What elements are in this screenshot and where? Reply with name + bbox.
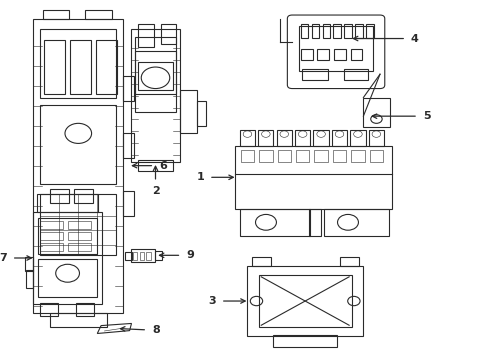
Bar bbox=[369, 130, 384, 146]
Bar bbox=[155, 251, 162, 260]
Bar bbox=[334, 24, 341, 39]
Bar bbox=[241, 149, 254, 162]
Bar bbox=[43, 10, 69, 19]
Bar bbox=[40, 243, 63, 251]
Bar bbox=[296, 149, 309, 162]
Bar bbox=[301, 24, 308, 39]
Bar bbox=[33, 19, 123, 313]
Bar bbox=[344, 69, 368, 80]
Bar bbox=[366, 24, 374, 39]
Bar bbox=[309, 209, 321, 235]
Bar bbox=[44, 40, 65, 94]
Bar bbox=[74, 189, 93, 203]
Bar bbox=[76, 303, 94, 316]
Text: 6: 6 bbox=[159, 161, 167, 171]
Bar bbox=[278, 149, 291, 162]
Text: 2: 2 bbox=[151, 186, 159, 196]
Bar bbox=[197, 101, 206, 126]
Bar bbox=[123, 191, 134, 216]
Bar bbox=[180, 90, 197, 134]
Bar bbox=[123, 76, 134, 101]
Bar bbox=[146, 252, 150, 260]
Bar bbox=[135, 51, 176, 112]
Bar bbox=[295, 130, 310, 146]
Bar bbox=[24, 257, 33, 271]
Bar bbox=[350, 130, 366, 146]
Bar bbox=[344, 24, 352, 39]
Bar bbox=[85, 10, 112, 19]
Bar bbox=[50, 189, 69, 203]
Bar bbox=[40, 105, 116, 184]
Bar bbox=[340, 257, 359, 266]
Bar bbox=[324, 209, 389, 235]
Text: 7: 7 bbox=[0, 253, 7, 263]
Bar bbox=[318, 49, 329, 60]
Bar bbox=[70, 40, 91, 94]
Bar bbox=[130, 249, 155, 262]
Bar bbox=[315, 149, 328, 162]
Bar bbox=[40, 30, 116, 98]
Text: 9: 9 bbox=[186, 250, 194, 260]
Bar bbox=[33, 212, 102, 304]
Bar bbox=[299, 26, 373, 71]
Bar bbox=[68, 221, 91, 229]
Bar bbox=[252, 257, 271, 266]
Bar bbox=[140, 252, 144, 260]
Bar bbox=[123, 134, 134, 158]
Bar bbox=[322, 24, 330, 39]
Bar bbox=[259, 149, 272, 162]
Bar bbox=[96, 40, 117, 94]
Bar bbox=[350, 49, 363, 60]
Bar bbox=[125, 252, 131, 260]
Bar bbox=[333, 149, 346, 162]
Bar bbox=[301, 49, 313, 60]
Bar bbox=[40, 303, 58, 316]
Text: 5: 5 bbox=[423, 111, 430, 121]
Text: 8: 8 bbox=[152, 325, 160, 335]
Text: 4: 4 bbox=[411, 33, 419, 44]
Bar bbox=[37, 194, 98, 212]
Bar bbox=[235, 146, 392, 209]
Bar bbox=[273, 335, 337, 347]
Bar bbox=[161, 24, 176, 44]
Bar bbox=[40, 194, 116, 255]
Bar bbox=[334, 49, 346, 60]
Bar bbox=[240, 209, 310, 235]
Bar bbox=[68, 232, 91, 240]
Bar bbox=[138, 62, 173, 90]
Bar bbox=[138, 24, 154, 47]
Bar bbox=[247, 266, 364, 336]
Bar bbox=[50, 313, 107, 327]
Bar bbox=[40, 221, 63, 229]
Bar bbox=[40, 232, 63, 240]
Text: 1: 1 bbox=[196, 172, 204, 182]
Bar bbox=[355, 24, 363, 39]
Bar bbox=[26, 270, 33, 288]
Bar bbox=[364, 98, 390, 127]
Bar bbox=[312, 24, 319, 39]
Bar bbox=[38, 259, 98, 297]
Bar bbox=[38, 218, 98, 253]
Bar bbox=[240, 130, 255, 146]
Bar bbox=[302, 69, 328, 80]
Bar bbox=[277, 130, 292, 146]
Bar bbox=[351, 149, 365, 162]
Bar bbox=[68, 243, 91, 251]
Bar bbox=[130, 30, 180, 162]
Bar bbox=[332, 130, 347, 146]
Bar bbox=[259, 275, 351, 327]
Text: 3: 3 bbox=[208, 296, 216, 306]
Bar bbox=[133, 252, 137, 260]
Bar bbox=[369, 149, 383, 162]
Bar bbox=[258, 130, 273, 146]
Bar bbox=[314, 130, 329, 146]
Bar bbox=[138, 160, 173, 171]
Bar bbox=[135, 37, 176, 94]
